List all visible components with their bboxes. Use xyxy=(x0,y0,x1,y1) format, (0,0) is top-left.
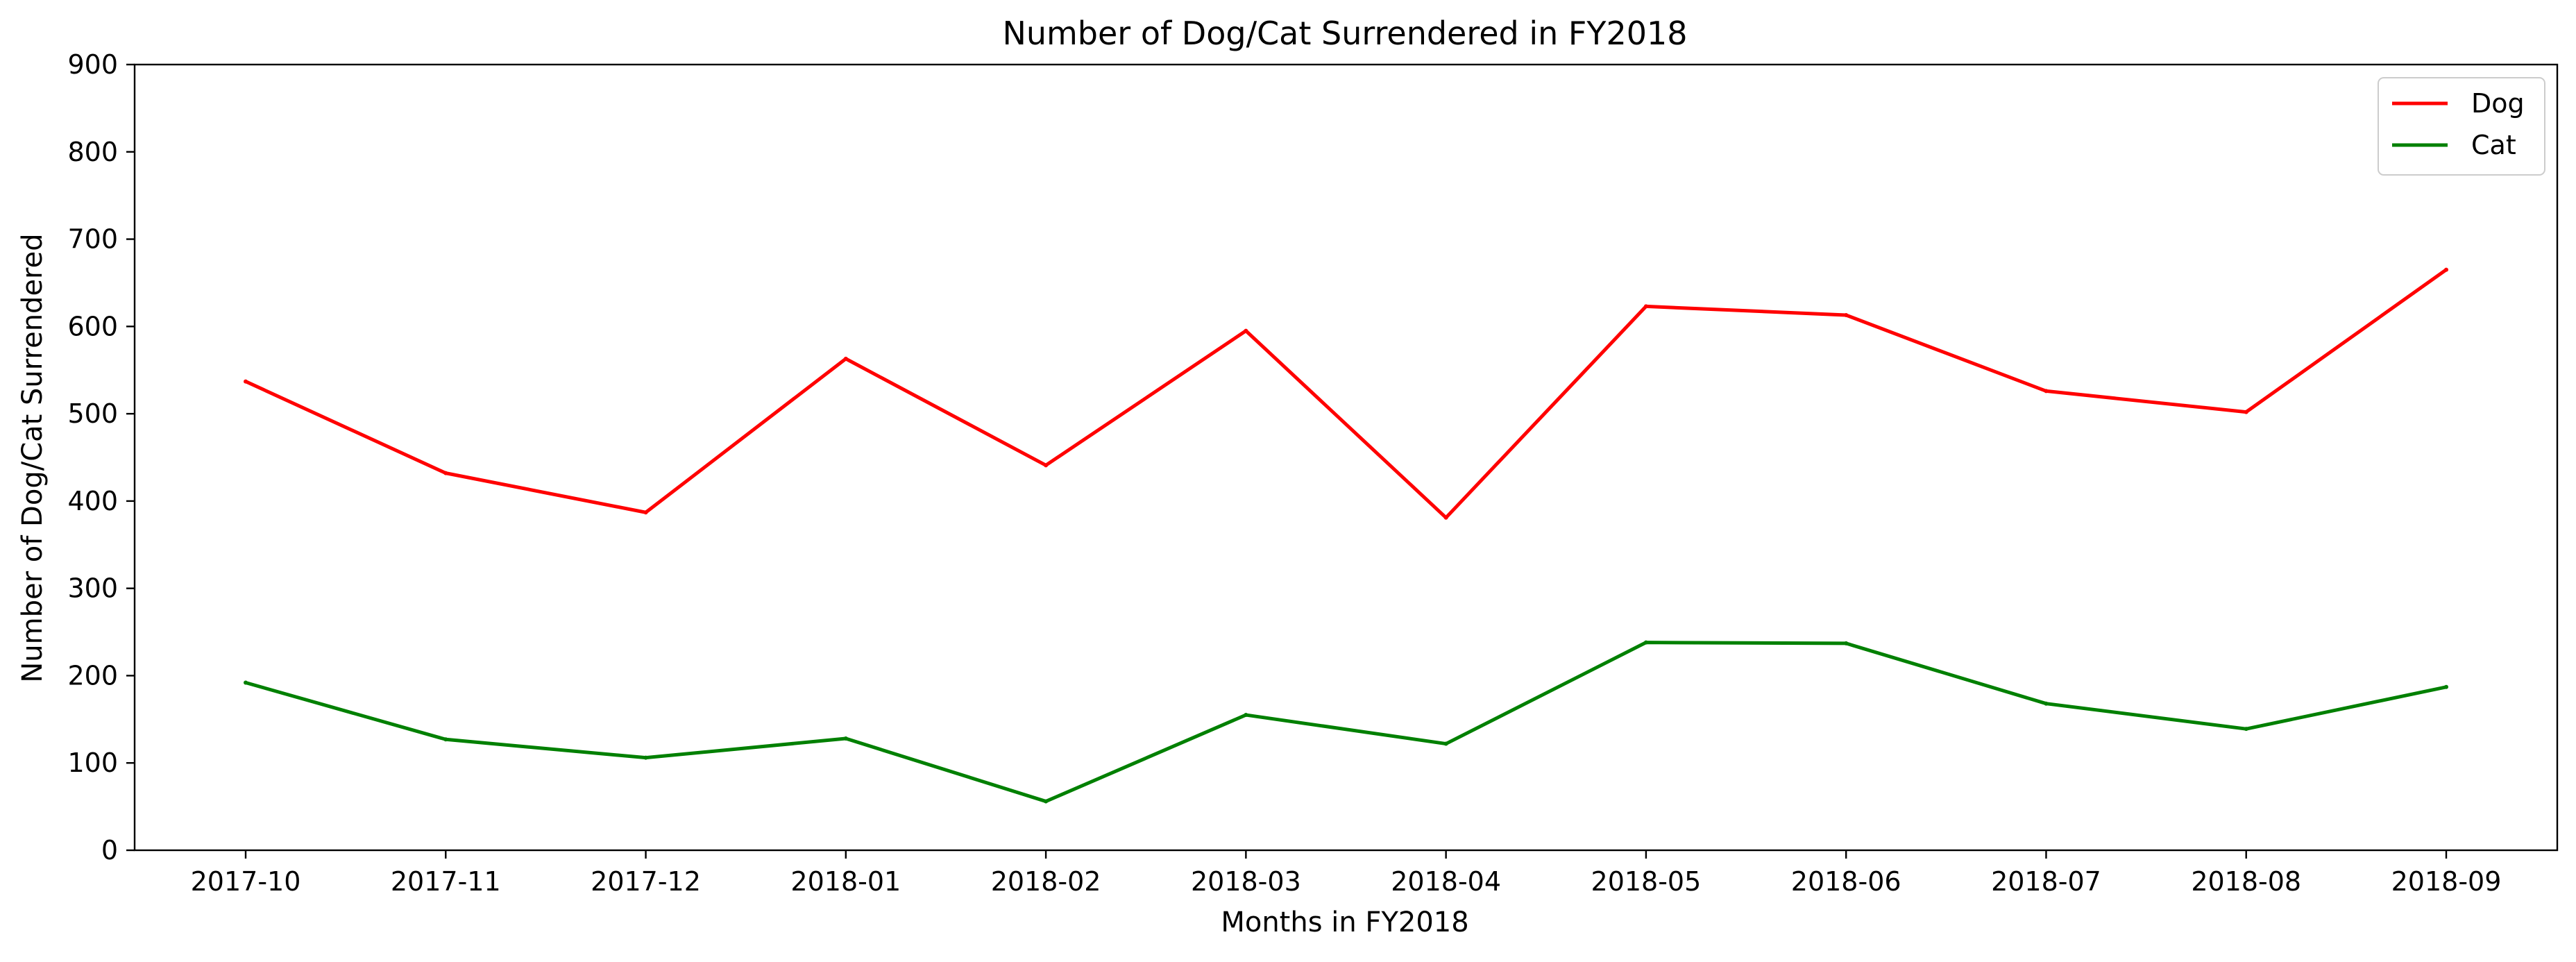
data-point-dog xyxy=(1443,515,1448,520)
plot-area: 0 100 200 300 400 500 600 700 800 900 2017-10 2017-… xyxy=(67,49,2559,897)
data-point-cat xyxy=(1844,641,1849,645)
y-tick-label: 300 xyxy=(67,573,118,604)
legend-label-dog: Dog xyxy=(2471,88,2525,119)
x-tick-label: 2017-11 xyxy=(391,866,501,897)
x-tick-label: 2018-01 xyxy=(790,866,901,897)
data-point-dog xyxy=(1044,463,1049,468)
x-tick-label: 2018-05 xyxy=(1591,866,1702,897)
x-tick-label: 2018-03 xyxy=(1191,866,1301,897)
data-point-dog xyxy=(2044,389,2049,394)
series-line-dog xyxy=(244,268,2448,520)
data-point-dog xyxy=(843,356,848,361)
data-point-cat xyxy=(1244,713,1248,718)
data-point-cat xyxy=(643,755,648,760)
data-point-dog xyxy=(244,379,248,384)
data-point-cat xyxy=(443,737,448,742)
data-point-dog xyxy=(643,510,648,515)
data-point-cat xyxy=(2244,727,2248,732)
data-point-dog xyxy=(1844,312,1849,317)
chart-title: Number of Dog/Cat Surrendered in FY2018 xyxy=(1002,15,1687,52)
legend: Dog Cat xyxy=(2378,77,2545,176)
y-tick-label: 700 xyxy=(67,224,118,255)
y-tick-label: 500 xyxy=(67,398,118,429)
x-axis-label: Months in FY2018 xyxy=(1221,906,1468,938)
data-point-cat xyxy=(843,736,848,741)
series-line-cat xyxy=(245,641,2447,804)
y-tick-label: 900 xyxy=(67,49,118,80)
plot-frame xyxy=(133,63,2559,852)
x-tick-label: 2018-07 xyxy=(1991,866,2101,897)
legend-label-cat: Cat xyxy=(2471,130,2516,160)
x-tick-label: 2018-06 xyxy=(1791,866,1901,897)
y-axis-label: Number of Dog/Cat Surrendered xyxy=(17,233,49,682)
y-tick-label: 800 xyxy=(67,137,118,167)
data-point-dog xyxy=(443,471,448,475)
data-point-dog xyxy=(1643,304,1648,309)
x-tick-label: 2018-08 xyxy=(2191,866,2301,897)
y-tick-label: 400 xyxy=(67,486,118,516)
data-point-dog xyxy=(1244,328,1248,333)
x-tick-label: 2018-04 xyxy=(1391,866,1501,897)
data-point-cat xyxy=(1443,741,1448,746)
x-tick-label: 2018-02 xyxy=(991,866,1101,897)
data-point-cat xyxy=(1044,799,1049,804)
y-tick-label: 0 xyxy=(101,835,118,866)
x-tick-label: 2017-12 xyxy=(591,866,701,897)
x-tick-label: 2017-10 xyxy=(191,866,301,897)
y-tick-label: 600 xyxy=(67,311,118,341)
data-point-dog xyxy=(2444,267,2448,272)
data-point-cat xyxy=(2044,701,2049,706)
data-point-cat xyxy=(244,680,248,685)
x-tick-label: 2018-09 xyxy=(2391,866,2502,897)
data-point-cat xyxy=(2444,684,2448,689)
data-point-cat xyxy=(1643,640,1648,645)
data-point-dog xyxy=(2244,410,2248,414)
y-tick-label: 100 xyxy=(67,748,118,778)
y-tick-label: 200 xyxy=(67,660,118,691)
